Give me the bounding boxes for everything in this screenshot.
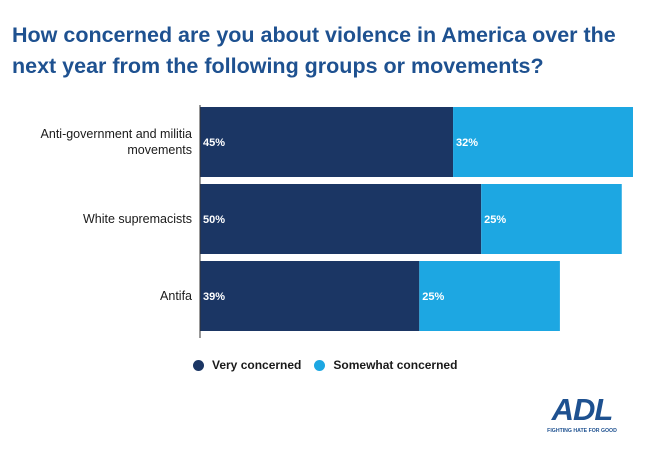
bar-somewhat xyxy=(419,261,560,331)
legend-item-very: Very concerned xyxy=(193,358,301,372)
data-label-somewhat: 25% xyxy=(484,214,506,226)
logo-tagline: FIGHTING HATE FOR GOOD xyxy=(547,428,617,434)
bar-somewhat xyxy=(481,184,622,254)
legend-item-somewhat: Somewhat concerned xyxy=(314,358,457,372)
logo-text: ADL xyxy=(551,392,613,427)
legend-label-somewhat: Somewhat concerned xyxy=(333,358,458,372)
bar-very xyxy=(200,184,482,254)
bar-very xyxy=(200,107,454,177)
adl-logo: ADL FIGHTING HATE FOR GOOD xyxy=(547,392,617,434)
data-label-somewhat: 32% xyxy=(456,137,478,149)
data-label-very: 45% xyxy=(203,137,225,149)
category-label: Anti-government and militia movements xyxy=(41,127,193,157)
data-label-very: 39% xyxy=(203,291,225,303)
legend: Very concerned Somewhat concerned xyxy=(193,358,470,372)
bar-very xyxy=(200,261,420,331)
data-label-somewhat: 25% xyxy=(422,291,444,303)
bar-somewhat xyxy=(453,107,633,177)
legend-swatch-very xyxy=(193,359,204,371)
legend-swatch-somewhat xyxy=(314,359,326,371)
legend-label-very: Very concerned xyxy=(212,358,302,372)
data-label-very: 50% xyxy=(203,214,225,226)
category-label: Antifa xyxy=(160,289,192,303)
chart-title: How concerned are you about violence in … xyxy=(12,23,616,78)
category-label: White supremacists xyxy=(83,212,192,226)
